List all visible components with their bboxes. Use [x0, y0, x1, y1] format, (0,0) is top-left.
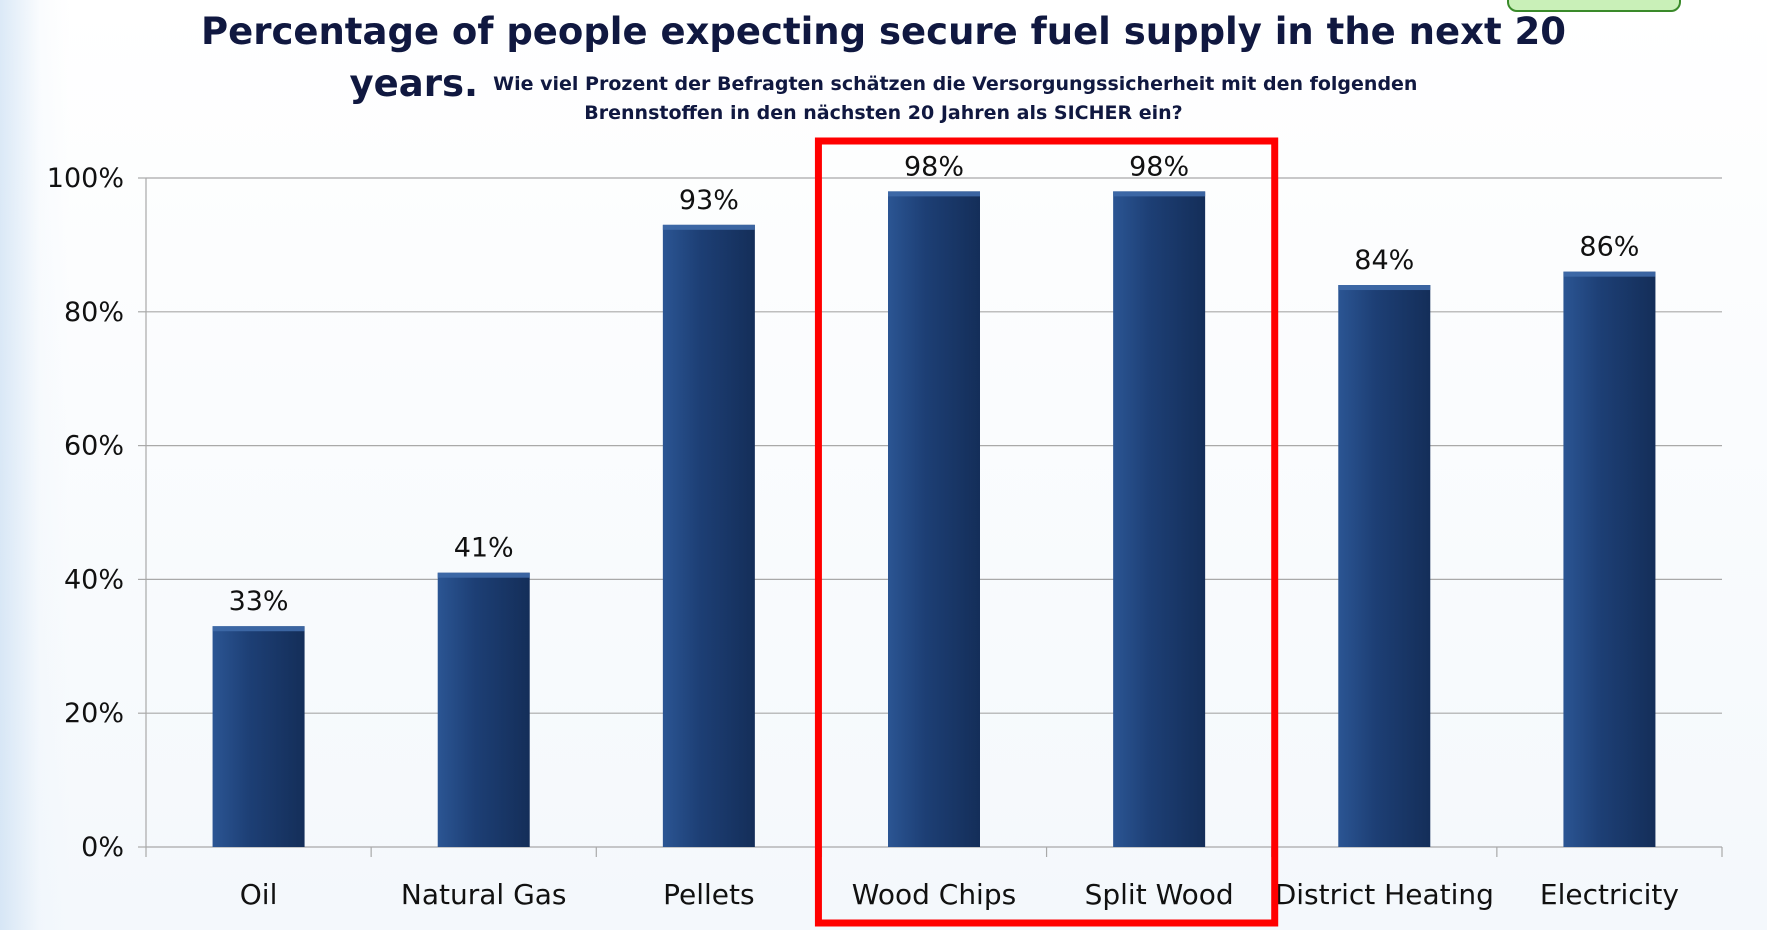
chart-title-line2: years. Wie viel Prozent der Befragten sc…: [0, 62, 1767, 105]
chart-subtitle-part2: Brennstoffen in den nächsten 20 Jahren a…: [584, 102, 1183, 124]
bar-split-wood: [1113, 191, 1206, 847]
x-category-label: Pellets: [663, 878, 754, 911]
x-category-label: Electricity: [1540, 878, 1679, 911]
bar-top-highlight: [1338, 285, 1431, 291]
x-category-label: District Heating: [1275, 878, 1494, 911]
y-tick-label: 60%: [64, 431, 124, 462]
x-category-label: Oil: [240, 878, 278, 911]
bar-top-highlight: [1113, 191, 1206, 197]
y-tick-label: 80%: [64, 297, 124, 328]
y-tick-label: 0%: [81, 832, 124, 863]
chart-title: Percentage of people expecting secure fu…: [200, 10, 1567, 53]
x-category-label: Wood Chips: [852, 878, 1016, 911]
bar-electricity: [1563, 271, 1656, 847]
x-category-label: Split Wood: [1085, 878, 1234, 911]
bar-district-heating: [1338, 285, 1431, 847]
green-tab-corner[interactable]: [1507, 0, 1681, 12]
y-tick-label: 100%: [47, 163, 124, 194]
bar-top-highlight: [662, 224, 755, 230]
bar-top-highlight: [1563, 271, 1656, 277]
bar-pellets: [662, 224, 755, 847]
chart-title-continuation: years.: [349, 62, 479, 105]
data-label: 98%: [904, 151, 964, 182]
bar-top-highlight: [888, 191, 980, 197]
bar-top-highlight: [212, 626, 305, 632]
data-label: 86%: [1579, 232, 1639, 263]
bar-top-highlight: [437, 572, 530, 578]
bar-natural-gas: [437, 572, 530, 847]
data-label: 84%: [1354, 245, 1414, 276]
y-tick-label: 40%: [64, 564, 124, 595]
highlight-box: [814, 137, 1279, 927]
x-category-label: Natural Gas: [401, 878, 567, 911]
bar-oil: [212, 626, 305, 847]
chart-subtitle-part1: Wie viel Prozent der Befragten schätzen …: [493, 73, 1418, 95]
data-label: 93%: [679, 185, 739, 216]
y-tick-label: 20%: [64, 698, 124, 729]
data-label: 98%: [1129, 151, 1189, 182]
data-label: 33%: [229, 586, 289, 617]
data-label: 41%: [454, 533, 514, 564]
bar-wood-chips: [888, 191, 980, 847]
